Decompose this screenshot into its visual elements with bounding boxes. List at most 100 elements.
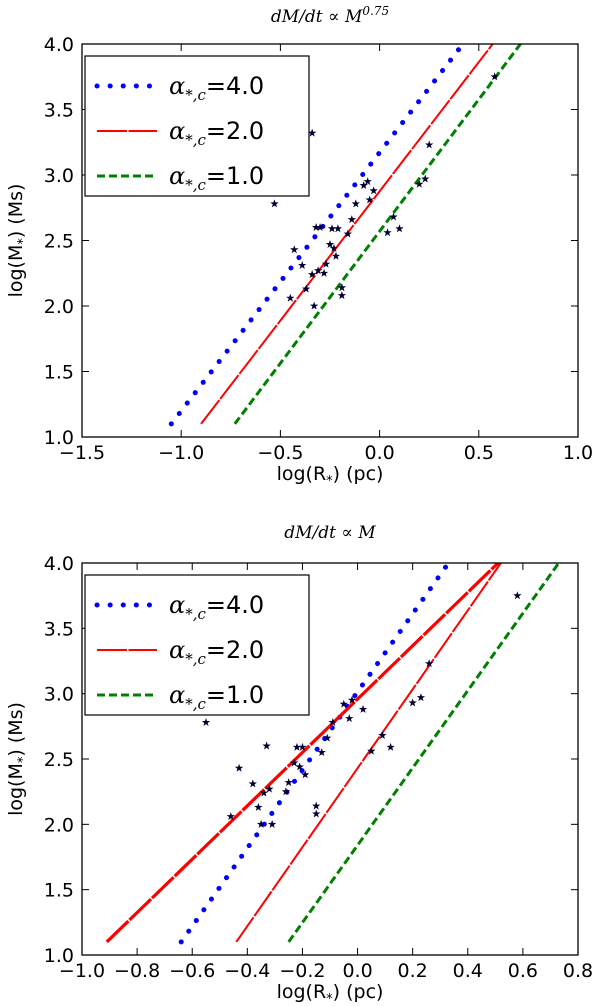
data-point-star	[513, 591, 522, 600]
y-tick-label: 2.5	[44, 231, 74, 253]
data-point-star	[262, 741, 271, 750]
data-point-star	[359, 181, 368, 190]
data-point-star	[319, 268, 329, 277]
data-point-star	[339, 699, 348, 708]
x-tick-label: −0.8	[114, 960, 160, 982]
x-tick-label: −1.0	[59, 960, 105, 982]
data-point-star	[298, 260, 307, 269]
x-label-sub: *	[326, 474, 333, 489]
series-layer	[168, 44, 522, 427]
y-axis-label: log(M*) (Ms)	[5, 702, 31, 816]
data-point-star	[234, 763, 244, 772]
data-point-star	[425, 659, 434, 668]
data-point-star	[321, 259, 331, 268]
series-line-1	[168, 44, 466, 427]
series-line-3	[233, 44, 522, 425]
y-label-sub: *	[16, 756, 31, 763]
x-axis-label: log(R*) (pc)	[277, 981, 384, 1006]
x-tick-label: −0.4	[224, 960, 270, 982]
y-tick-label: 1.5	[44, 880, 74, 902]
data-point-star	[425, 140, 434, 149]
chart-title-base: dM/dt ∝ M	[271, 7, 363, 27]
y-tick-label: 3.5	[44, 618, 74, 640]
data-point-star	[295, 762, 304, 771]
legend-symbol: α	[169, 636, 185, 664]
x-tick-label: 0.6	[508, 960, 538, 982]
legend-value: =4.0	[206, 72, 264, 100]
data-point-star	[389, 212, 398, 221]
data-point-star	[365, 195, 374, 204]
legend-value: =2.0	[206, 636, 264, 664]
data-point-star	[358, 704, 368, 713]
x-tick-label: −1.0	[158, 442, 204, 464]
x-tick-label: 0.8	[563, 960, 593, 982]
x-label-part: log(R	[277, 981, 327, 1003]
x-tick-label: 0.4	[453, 960, 483, 982]
data-point-star	[286, 293, 295, 302]
x-tick-label: −0.6	[169, 960, 215, 982]
data-point-star	[331, 251, 341, 260]
legend-symbol: α	[169, 72, 185, 100]
chart-title: dM/dt ∝ M0.75	[271, 4, 389, 27]
legend-value: =4.0	[206, 591, 264, 619]
x-label-part: ) (pc)	[333, 981, 384, 1003]
y-tick-label: 4.0	[44, 34, 74, 56]
x-tick-label: −0.2	[279, 960, 325, 982]
chart-title-base: dM/dt ∝ M	[284, 523, 376, 543]
data-point-star	[302, 284, 311, 293]
data-point-star	[307, 270, 317, 279]
data-point-star	[313, 266, 323, 275]
data-point-star	[289, 758, 299, 767]
x-tick-label: 0.2	[398, 960, 428, 982]
data-point-star	[337, 283, 347, 292]
y-label-part: ) (Ms)	[5, 702, 27, 757]
data-point-star	[383, 228, 392, 237]
data-point-star	[347, 215, 357, 224]
data-point-star	[345, 714, 354, 723]
legend-label-2: α*,c=2.0	[169, 117, 264, 149]
data-point-star	[347, 695, 357, 704]
chart-title-exponent: 0.75	[362, 4, 389, 18]
y-tick-label: 3.5	[44, 100, 74, 122]
series-line-2	[105, 563, 500, 944]
data-point-star	[408, 698, 417, 707]
data-point-star	[270, 199, 279, 208]
chart-panel-2: dM/dt ∝ M −1.0 −0.8 −0.6 −0.4 −0.2 0.0 0.2 0.4 0.…	[5, 523, 593, 1006]
data-point-star	[367, 746, 376, 755]
y-tick-label: 1.0	[44, 945, 74, 967]
data-point-star	[290, 245, 299, 254]
chart-panel-1: dM/dt ∝ M0.75 −1.5 −1.0 −0.5 0.0 0.5 1.0 1.0 1.5…	[5, 4, 593, 489]
legend-symbol: α	[169, 681, 185, 709]
data-point-star	[254, 802, 263, 811]
data-point-star	[292, 742, 302, 751]
data-point-star	[363, 177, 372, 186]
legend-label-1: α*,c=4.0	[169, 591, 264, 623]
data-point-star	[226, 812, 235, 821]
legend-value: =1.0	[206, 162, 264, 190]
data-point-star	[343, 229, 353, 238]
y-tick-label: 3.0	[44, 684, 74, 706]
legend-subscript: *,c	[185, 131, 206, 149]
data-point-star	[259, 788, 269, 797]
x-tick-label: 0.0	[342, 960, 372, 982]
data-point-star	[281, 787, 291, 796]
data-point-star	[325, 240, 335, 248]
series-layer	[105, 563, 560, 945]
x-axis-label: log(R*) (pc)	[277, 463, 384, 489]
legend: α*,c=4.0α*,c=2.0α*,c=1.0	[84, 55, 310, 197]
y-tick-label: 2.0	[44, 296, 74, 318]
data-point-star	[312, 801, 321, 810]
legend-value: =2.0	[206, 117, 264, 145]
chart-title: dM/dt ∝ M	[284, 523, 376, 543]
legend-value: =1.0	[206, 681, 264, 709]
data-point-star	[333, 224, 343, 233]
data-point-star	[337, 291, 347, 300]
data-point-star	[265, 784, 274, 793]
data-point-star	[416, 693, 426, 702]
y-label-sub: *	[16, 238, 31, 245]
data-point-star	[201, 718, 211, 726]
x-tick-label: −0.5	[257, 442, 303, 464]
x-label-sub: *	[326, 992, 333, 1006]
data-point-star	[395, 224, 404, 233]
